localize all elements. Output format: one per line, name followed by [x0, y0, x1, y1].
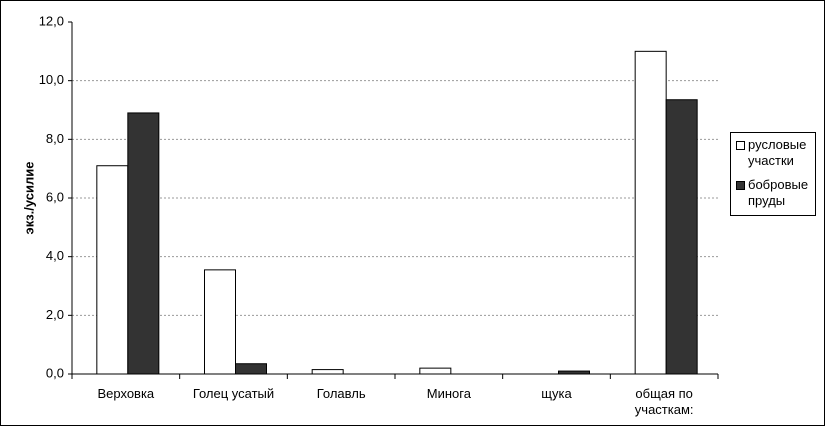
legend-item: русловые участки — [736, 137, 814, 169]
x-tick-label: Голец усатый — [192, 386, 275, 401]
x-tick-label: Минога — [426, 386, 471, 401]
x-tick-label: щука — [541, 386, 572, 401]
legend-item: бобровые пруды — [736, 177, 814, 209]
x-tick-label: Верховка — [97, 386, 155, 401]
bar — [204, 269, 236, 375]
x-tick-label: общая по участкам: — [634, 386, 694, 417]
legend-label: бобровые пруды — [748, 177, 809, 208]
bar — [634, 50, 667, 375]
y-tick-label: 2,0 — [46, 307, 64, 322]
legend-swatch — [736, 141, 745, 150]
y-tick-label: 12,0 — [39, 13, 64, 28]
y-tick-label: 6,0 — [46, 189, 64, 204]
y-tick-label: 10,0 — [39, 72, 64, 87]
legend-swatch — [736, 181, 745, 190]
bar — [235, 363, 267, 375]
y-tick-label: 8,0 — [46, 131, 64, 146]
bar — [419, 367, 452, 375]
bar — [558, 370, 590, 375]
y-axis-label: экз./усилие — [21, 162, 36, 235]
bar — [311, 369, 344, 375]
legend-label: русловые участки — [748, 137, 807, 168]
bar — [665, 99, 698, 375]
legend: русловые участки бобровые пруды — [730, 132, 816, 216]
x-tick-label: Голавль — [316, 386, 366, 401]
y-tick-label: 4,0 — [46, 248, 64, 263]
y-tick-label: 0,0 — [46, 365, 64, 380]
bar — [96, 165, 129, 375]
bar — [127, 112, 160, 375]
